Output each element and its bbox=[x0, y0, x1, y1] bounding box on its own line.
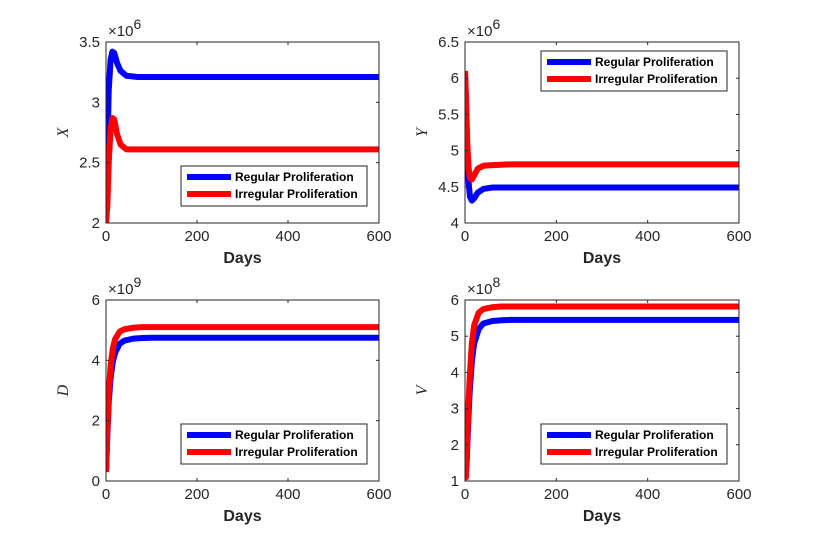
y-tick-label: 5 bbox=[451, 143, 459, 160]
x-axis-label: Days bbox=[583, 250, 621, 267]
y-tick-label: 3.5 bbox=[79, 34, 100, 51]
axes-box bbox=[105, 299, 380, 482]
series-line-irregular bbox=[465, 70, 739, 183]
x-tick-label: 200 bbox=[184, 228, 209, 245]
x-tick-label: 400 bbox=[275, 486, 300, 503]
legend-label-regular: Regular Proliferation bbox=[235, 170, 354, 184]
legend: Regular Proliferation Irregular Prolifera… bbox=[540, 50, 728, 92]
legend-label-irregular: Irregular Proliferation bbox=[235, 445, 358, 459]
y-exponent-label: ×106 bbox=[467, 16, 500, 40]
y-tick-label: 4 bbox=[92, 352, 100, 369]
y-tick-label: 2 bbox=[451, 437, 459, 454]
y-axis-label: D bbox=[55, 384, 72, 397]
legend-box bbox=[540, 50, 728, 92]
x-tick-label: 0 bbox=[461, 228, 469, 245]
y-axis-label: Y bbox=[414, 126, 431, 137]
x-tick-label: 400 bbox=[635, 486, 660, 503]
legend-box bbox=[540, 423, 728, 465]
y-exponent-label: ×109 bbox=[108, 274, 141, 298]
x-axis-label: Days bbox=[223, 508, 261, 525]
chart-panel-y: 0 200 400 600 4 4.5 5 5.5 6 6.5 ×106 Days Y Regular P… bbox=[414, 16, 752, 267]
y-exponent-label: ×106 bbox=[108, 16, 141, 40]
axes-box bbox=[464, 299, 740, 482]
x-tick-label: 0 bbox=[461, 486, 469, 503]
series-line-irregular bbox=[106, 324, 379, 473]
series-line-irregular bbox=[465, 303, 739, 481]
chart-panel-d: 0 200 400 600 0 2 4 6 ×109 Days D Regular Prolifera… bbox=[55, 274, 392, 525]
legend: Regular Proliferation Irregular Prolifera… bbox=[180, 423, 368, 465]
y-tick-label: 2.5 bbox=[79, 155, 100, 172]
legend-label-irregular: Irregular Proliferation bbox=[235, 187, 358, 201]
y-tick-label: 0 bbox=[92, 473, 100, 490]
y-tick-label: 4 bbox=[451, 364, 459, 381]
chart-panel-v: 0 200 400 600 1 2 3 4 5 6 ×108 Days V Regular Prolife… bbox=[414, 274, 752, 525]
legend-box bbox=[180, 423, 368, 465]
chart-panel-x: 0 200 400 600 2 2.5 3 3.5 ×106 Days X Regular Proli… bbox=[55, 16, 392, 267]
legend-label-regular: Regular Proliferation bbox=[595, 428, 714, 442]
x-tick-label: 0 bbox=[102, 228, 110, 245]
y-axis-label: X bbox=[55, 126, 72, 138]
y-tick-label: 6 bbox=[451, 70, 459, 87]
y-tick-label: 5 bbox=[451, 328, 459, 345]
y-tick-label: 4 bbox=[451, 215, 459, 232]
y-axis-label: V bbox=[414, 383, 431, 395]
x-tick-label: 200 bbox=[544, 228, 569, 245]
legend-label-irregular: Irregular Proliferation bbox=[595, 72, 718, 86]
y-tick-label: 6 bbox=[451, 292, 459, 309]
legend-label-regular: Regular Proliferation bbox=[595, 55, 714, 69]
x-tick-label: 600 bbox=[726, 486, 751, 503]
x-tick-label: 400 bbox=[275, 228, 300, 245]
legend-label-regular: Regular Proliferation bbox=[235, 428, 354, 442]
x-tick-label: 600 bbox=[726, 228, 751, 245]
legend: Regular Proliferation Irregular Prolifera… bbox=[540, 423, 728, 465]
x-tick-label: 200 bbox=[184, 486, 209, 503]
x-tick-label: 0 bbox=[102, 486, 110, 503]
legend-box bbox=[180, 165, 368, 207]
legend-label-irregular: Irregular Proliferation bbox=[595, 445, 718, 459]
x-tick-label: 400 bbox=[635, 228, 660, 245]
x-tick-label: 200 bbox=[544, 486, 569, 503]
y-tick-label: 2 bbox=[92, 215, 100, 232]
axes-box bbox=[464, 41, 740, 224]
y-tick-label: 6 bbox=[92, 292, 100, 309]
axes-box bbox=[105, 41, 380, 224]
y-tick-label: 3 bbox=[92, 94, 100, 111]
x-tick-label: 600 bbox=[366, 228, 391, 245]
y-tick-label: 5.5 bbox=[438, 106, 459, 123]
y-tick-label: 3 bbox=[451, 401, 459, 418]
y-exponent-label: ×108 bbox=[467, 274, 500, 298]
y-tick-label: 4.5 bbox=[438, 179, 459, 196]
series-line-regular bbox=[106, 48, 379, 223]
x-axis-label: Days bbox=[223, 250, 261, 267]
x-tick-label: 600 bbox=[366, 486, 391, 503]
y-tick-label: 2 bbox=[92, 413, 100, 430]
legend: Regular Proliferation Irregular Prolifera… bbox=[180, 165, 368, 207]
series-line-irregular bbox=[106, 115, 379, 223]
x-axis-label: Days bbox=[583, 508, 621, 525]
y-tick-label: 6.5 bbox=[438, 34, 459, 51]
y-tick-label: 1 bbox=[451, 473, 459, 490]
